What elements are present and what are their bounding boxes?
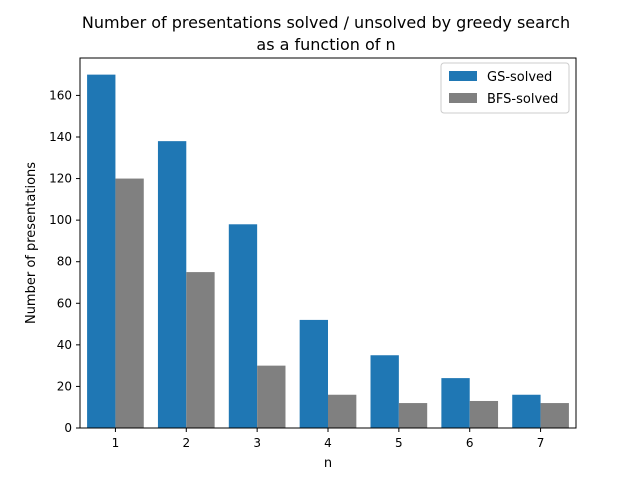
bar-gs-solved-n5 [370,355,399,428]
x-tick-label: 4 [324,436,332,450]
chart-title-line-2: as a function of n [256,35,395,54]
bar-bfs-solved-n2 [186,272,215,428]
y-tick-label: 40 [57,338,72,352]
bar-bfs-solved-n7 [540,403,569,428]
chart-title-line-1: Number of presentations solved / unsolve… [82,13,570,32]
plot-frame [79,57,577,429]
bar-bfs-solved-n3 [257,365,286,428]
x-tick-label: 2 [182,436,190,450]
bar-bfs-solved-n1 [115,178,144,428]
x-tick-label: 1 [112,436,120,450]
y-tick-label: 120 [49,172,72,186]
x-tick-label: 7 [537,436,545,450]
x-tick-label: 5 [395,436,403,450]
bar-gs-solved-n4 [299,319,328,428]
bar-gs-solved-n6 [441,378,470,428]
legend-label-bfs-solved: BFS-solved [487,92,558,107]
bar-bfs-solved-n5 [398,403,428,428]
legend-swatch-gs-solved [449,71,477,81]
legend: GS-solved BFS-solved [440,62,570,114]
y-tick-label: 100 [49,213,72,227]
legend-swatch-bfs-solved [449,93,477,103]
x-tick-label: 3 [253,436,261,450]
y-tick-label: 80 [57,255,72,269]
y-tick-label: 0 [64,421,72,435]
y-tick-label: 140 [49,130,72,144]
y-tick-label: 20 [57,379,72,393]
x-axis-label: n [324,456,332,471]
y-tick-label: 160 [49,88,72,102]
y-axis: 0 20 40 60 80 100 120 140 160 [49,88,80,435]
x-axis: 1 2 3 4 5 6 7 [112,428,545,450]
bar-gs-solved-n3 [228,224,258,428]
bar-gs-solved-n2 [157,141,187,429]
bar-gs-solved-n1 [87,74,116,428]
y-tick-label: 60 [57,296,72,310]
bar-bfs-solved-n4 [328,394,357,428]
bars-group [87,74,569,429]
legend-label-gs-solved: GS-solved [487,70,552,85]
bar-gs-solved-n7 [512,394,541,428]
y-axis-label: Number of presentations [24,162,39,324]
bar-bfs-solved-n6 [469,400,499,428]
x-tick-label: 6 [466,436,474,450]
